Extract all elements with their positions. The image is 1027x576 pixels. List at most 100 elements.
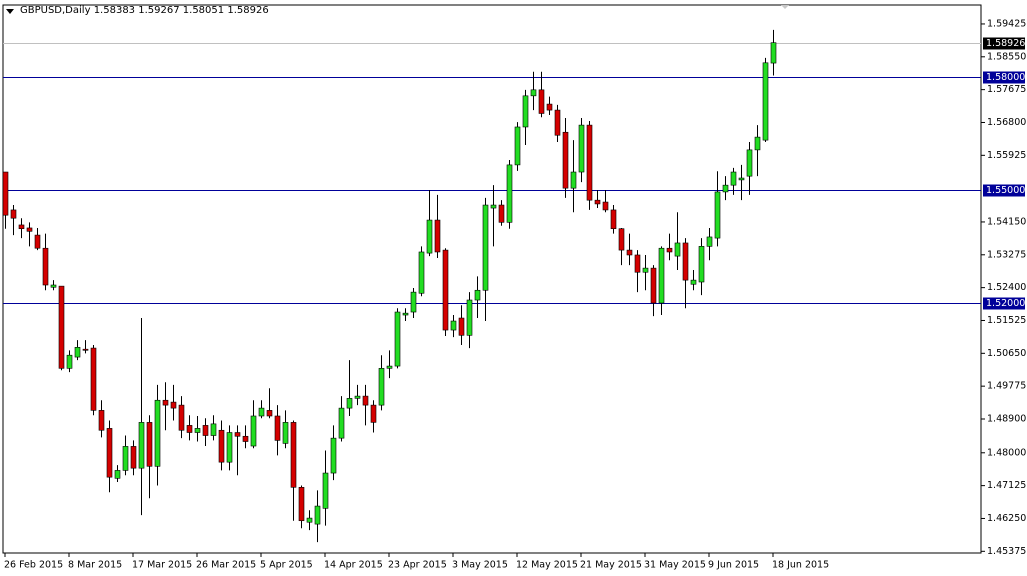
- candle-body: [738, 177, 745, 181]
- candle-body: [634, 254, 641, 273]
- candle-body: [354, 395, 361, 399]
- x-tick-label: 3 May 2015: [452, 560, 508, 571]
- candle-body: [10, 209, 17, 219]
- candle-body: [410, 291, 417, 313]
- y-tick-label: 1.46250: [987, 513, 1026, 524]
- candle-body: [34, 234, 41, 249]
- candle-body: [674, 242, 681, 257]
- level-label-box: [983, 71, 1025, 84]
- level-label: 1.52000: [986, 298, 1025, 309]
- level-label-box: [983, 297, 1025, 310]
- candle-body: [314, 505, 321, 525]
- candle-body: [242, 435, 249, 442]
- x-tick-label: 12 May 2015: [516, 560, 578, 571]
- y-tick-label: 1.55925: [987, 150, 1026, 161]
- x-tick-label: 14 Apr 2015: [324, 560, 383, 571]
- y-tick-label: 1.56800: [987, 117, 1026, 128]
- candle-body: [418, 251, 425, 294]
- level-label: 1.58000: [986, 72, 1025, 83]
- candle-body: [74, 347, 81, 358]
- candle-body: [346, 398, 353, 409]
- candle-body: [258, 407, 265, 417]
- y-tick-label: 1.50650: [987, 348, 1026, 359]
- candle-body: [562, 131, 569, 189]
- candle-body: [514, 126, 521, 166]
- shift-marker[interactable]: [781, 5, 789, 9]
- candle-body: [274, 415, 281, 441]
- candle-body: [546, 103, 553, 111]
- candle-body: [746, 149, 753, 177]
- candle-body: [450, 320, 457, 331]
- candle-body: [330, 437, 337, 474]
- candle-body: [682, 242, 689, 281]
- chart-header: GBPUSD,Daily 1.58383 1.59267 1.58051 1.5…: [20, 5, 269, 16]
- candle-body: [90, 347, 97, 411]
- x-tick-label: 26 Feb 2015: [4, 560, 63, 571]
- candle-body: [322, 472, 329, 509]
- candle-body: [538, 89, 545, 114]
- y-tick-label: 1.57675: [987, 84, 1026, 95]
- candle-body: [186, 425, 193, 433]
- candle-body: [378, 368, 385, 406]
- candle-body: [442, 249, 449, 331]
- close-value: 1.58926: [227, 5, 269, 16]
- y-tick-label: 1.53275: [987, 249, 1026, 260]
- candle-body: [122, 446, 129, 471]
- low-value: 1.58051: [182, 5, 225, 16]
- candle-body: [250, 415, 257, 447]
- candle-body: [770, 42, 777, 64]
- x-tick-label: 17 Mar 2015: [132, 560, 192, 571]
- high-value: 1.59267: [138, 5, 180, 16]
- candle-body: [578, 124, 585, 173]
- candle-body: [594, 199, 601, 205]
- candle-body: [554, 109, 561, 136]
- candle-body: [610, 209, 617, 230]
- y-tick-label: 1.59425: [987, 18, 1026, 29]
- price-label-box: [983, 37, 1025, 50]
- candle-body: [2, 171, 9, 216]
- candle-body: [50, 284, 57, 288]
- candle-body: [402, 312, 409, 316]
- y-tick-label: 1.58550: [987, 51, 1026, 62]
- candle-body: [642, 267, 649, 273]
- x-tick-label: 8 Mar 2015: [68, 560, 122, 571]
- x-tick-label: 31 May 2015: [644, 560, 706, 571]
- menu-arrow[interactable]: [6, 9, 14, 14]
- candle-body: [754, 136, 761, 151]
- candle-body: [370, 404, 377, 423]
- candle-body: [394, 311, 401, 367]
- candle-body: [202, 425, 209, 436]
- y-tick-label: 1.48900: [987, 414, 1026, 425]
- candle-body: [426, 219, 433, 254]
- candle-body: [338, 407, 345, 439]
- candle-body: [266, 410, 273, 417]
- candle-body: [362, 395, 369, 406]
- candle-body: [570, 171, 577, 189]
- y-tick-label: 1.45375: [987, 546, 1026, 557]
- candle-body: [106, 428, 113, 478]
- plot-frame: [2, 4, 982, 554]
- candle-body: [130, 446, 137, 469]
- candle-body: [522, 95, 529, 128]
- candle-body: [162, 399, 169, 406]
- y-tick-label: 1.48000: [987, 447, 1026, 458]
- candle-body: [618, 228, 625, 251]
- candle-body: [82, 348, 89, 351]
- level-label-box: [983, 184, 1025, 197]
- candle-body: [722, 184, 729, 193]
- candle-body: [138, 422, 145, 469]
- candle-body: [658, 247, 665, 304]
- candle-body: [530, 89, 537, 97]
- candle-body: [586, 124, 593, 201]
- candle-body: [234, 432, 241, 437]
- candle-body: [98, 410, 105, 431]
- candle-body: [466, 299, 473, 336]
- y-tick-label: 1.52400: [987, 282, 1026, 293]
- x-tick-label: 18 Jun 2015: [772, 560, 829, 571]
- candle-body: [298, 487, 305, 522]
- candle-body: [58, 285, 65, 369]
- candle-body: [26, 227, 33, 232]
- y-tick-label: 1.51525: [987, 315, 1026, 326]
- candle-body: [730, 171, 737, 186]
